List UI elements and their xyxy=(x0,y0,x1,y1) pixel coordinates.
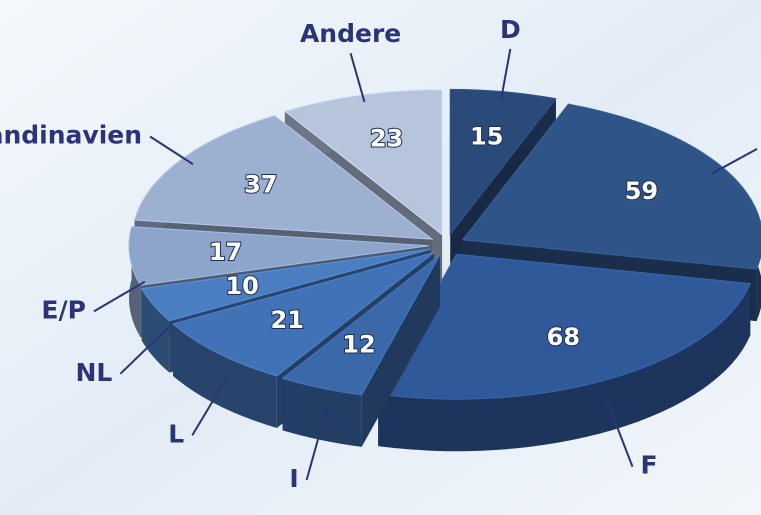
slice xyxy=(133,115,434,240)
leader-line xyxy=(604,397,634,468)
slice-side xyxy=(173,323,277,428)
category-label: Skandinavien xyxy=(0,121,142,150)
category-label: F xyxy=(641,451,658,480)
category-label: Andere xyxy=(300,19,401,48)
leader-line xyxy=(349,52,366,103)
leader-line xyxy=(711,147,758,175)
slice xyxy=(283,89,443,236)
slice-side xyxy=(141,288,170,373)
value-label: 21 xyxy=(271,306,304,334)
slice-side xyxy=(378,283,751,452)
slice xyxy=(449,88,557,236)
leader-line xyxy=(93,280,146,313)
leader-line xyxy=(149,135,194,165)
slice xyxy=(377,253,751,400)
leader-line xyxy=(119,327,169,375)
category-label: L xyxy=(168,419,184,448)
category-label: NL xyxy=(75,358,112,387)
slice xyxy=(140,248,431,322)
slice-side xyxy=(282,378,362,447)
value-label: 10 xyxy=(225,272,258,300)
category-label: E/P xyxy=(41,295,86,324)
category-label: D xyxy=(500,15,521,44)
value-label: 12 xyxy=(342,330,375,358)
value-label: 37 xyxy=(244,170,277,198)
leader-line xyxy=(500,48,512,100)
value-label: 59 xyxy=(625,177,658,205)
category-label: I xyxy=(289,464,298,493)
value-label: 17 xyxy=(209,238,242,266)
value-label: 15 xyxy=(470,122,503,150)
slice-side xyxy=(129,226,141,338)
value-label: 23 xyxy=(370,125,403,153)
slice xyxy=(172,252,435,377)
leader-line xyxy=(191,373,230,436)
slice xyxy=(461,103,761,270)
slice xyxy=(281,254,441,396)
value-label: 68 xyxy=(547,323,580,351)
leader-line xyxy=(305,407,328,481)
